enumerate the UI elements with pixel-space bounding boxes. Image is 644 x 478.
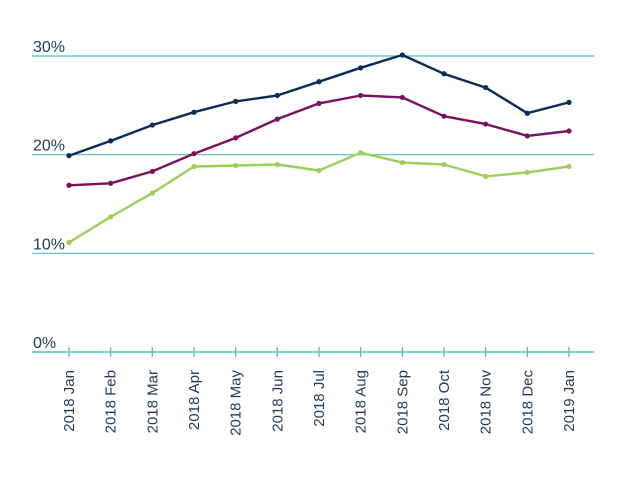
x-tick-label: 2018 Feb bbox=[103, 370, 120, 433]
series-3-point bbox=[358, 150, 364, 156]
y-tick-label: 30% bbox=[33, 39, 65, 56]
y-tick-label: 0% bbox=[33, 335, 56, 352]
series-2-point bbox=[524, 133, 530, 139]
x-tick-label: 2018 Dec bbox=[519, 370, 536, 435]
x-axis bbox=[32, 347, 594, 357]
series-2-point bbox=[274, 116, 280, 122]
series-1-point bbox=[66, 153, 72, 159]
series-3-line bbox=[67, 151, 571, 244]
y-tick-label: 20% bbox=[33, 138, 65, 155]
series-1-point bbox=[483, 84, 489, 91]
series-3-point bbox=[149, 190, 155, 196]
series-3-point bbox=[191, 163, 197, 170]
series-3-point bbox=[566, 163, 572, 170]
series-1-point bbox=[108, 138, 114, 144]
y-tick-label: 10% bbox=[33, 236, 65, 253]
x-tick-label: 2019 Jan bbox=[561, 370, 578, 432]
series-1-point bbox=[441, 71, 447, 77]
series-2-point bbox=[233, 135, 239, 141]
series-3-point bbox=[108, 214, 114, 220]
series-1-point bbox=[191, 109, 197, 115]
x-tick-label: 2018 Oct bbox=[436, 369, 453, 431]
series-3 bbox=[66, 150, 572, 246]
series-2-point bbox=[358, 92, 364, 99]
x-tick-label: 2018 Jun bbox=[269, 370, 286, 432]
series-1-point bbox=[233, 98, 239, 104]
series-1-point bbox=[524, 110, 530, 116]
x-tick-label: 2018 Apr bbox=[186, 370, 203, 430]
series-layer bbox=[66, 52, 572, 246]
x-tick-label: 2018 Aug bbox=[353, 370, 370, 433]
x-tick-label: 2018 May bbox=[228, 370, 245, 436]
series-3-point bbox=[316, 167, 322, 174]
series-3-point bbox=[483, 173, 489, 179]
series-2-point bbox=[108, 180, 114, 186]
series-1-point bbox=[149, 122, 155, 128]
series-1-point bbox=[399, 52, 405, 58]
series-2-point bbox=[66, 182, 72, 188]
x-tick-label: 2018 Jul bbox=[311, 370, 328, 427]
series-1-point bbox=[358, 65, 364, 71]
series-3-point bbox=[441, 161, 447, 168]
series-1-point bbox=[566, 99, 572, 105]
series-2-point bbox=[316, 100, 322, 106]
series-1 bbox=[66, 52, 572, 159]
series-2-point bbox=[441, 113, 447, 119]
y-tick-labels: 0% 10% 20% 30% bbox=[33, 39, 65, 352]
x-tick-labels: 2018 Jan 2018 Feb 2018 Mar 2018 Apr 2018 May… bbox=[61, 369, 578, 436]
series-3-point bbox=[233, 162, 239, 169]
series-1-point bbox=[274, 92, 280, 99]
x-tick-label: 2018 Sep bbox=[394, 370, 411, 434]
series-3-point bbox=[274, 161, 280, 168]
series-3-point bbox=[399, 159, 405, 166]
series-2-point bbox=[191, 151, 197, 157]
series-2 bbox=[66, 92, 572, 188]
grid-layer bbox=[32, 55, 594, 254]
series-3-point bbox=[524, 169, 530, 176]
series-2-point bbox=[483, 121, 489, 127]
x-tick-label: 2018 Mar bbox=[144, 370, 161, 433]
series-3-point bbox=[66, 239, 72, 246]
series-2-point bbox=[399, 94, 405, 101]
series-2-point bbox=[149, 168, 155, 175]
series-2-point bbox=[566, 128, 572, 134]
x-tick-label: 2018 Jan bbox=[61, 370, 78, 432]
x-tick-label: 2018 Nov bbox=[478, 370, 495, 435]
series-1-point bbox=[316, 79, 322, 85]
